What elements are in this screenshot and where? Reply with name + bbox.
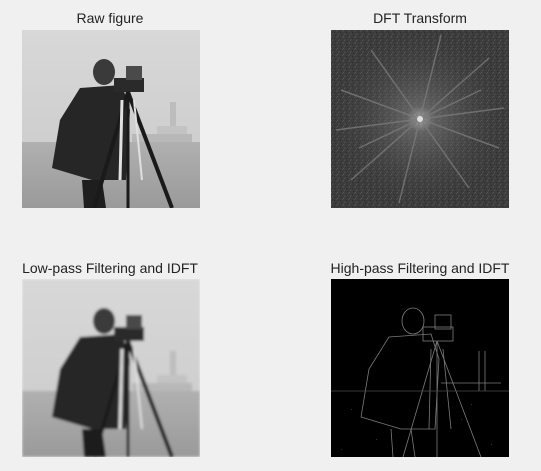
raw-figure-title: Raw figure — [76, 10, 144, 26]
dft-transform-title: DFT Transform — [373, 10, 467, 26]
raw-figure-image — [22, 30, 200, 208]
low-pass-title: Low-pass Filtering and IDFT — [22, 260, 198, 276]
dft-transform-image — [331, 30, 509, 208]
high-pass-image — [331, 279, 509, 457]
low-pass-image — [22, 279, 200, 457]
high-pass-title: High-pass Filtering and IDFT — [330, 260, 510, 276]
